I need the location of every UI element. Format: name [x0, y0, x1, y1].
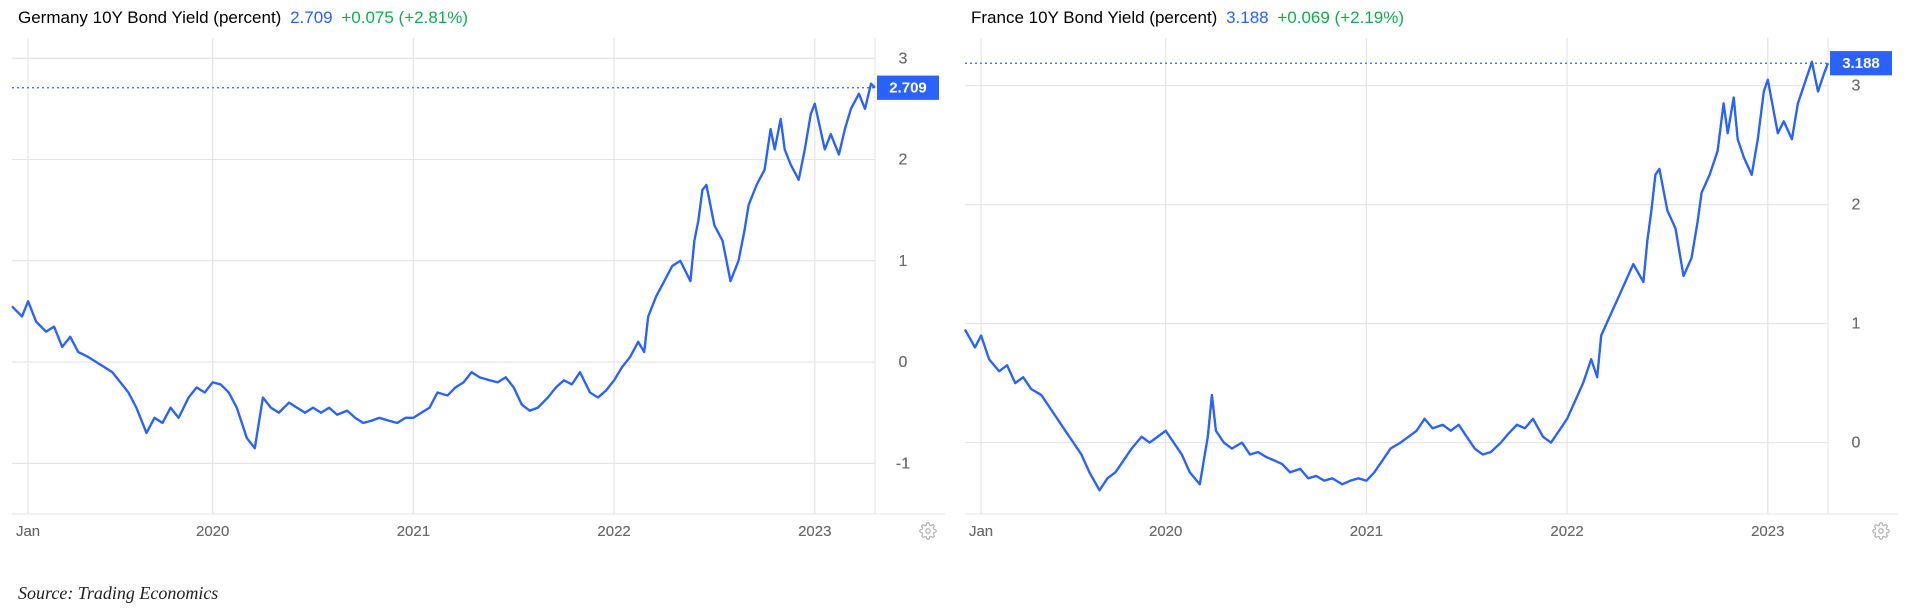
svg-text:2: 2 — [1852, 197, 1861, 214]
svg-text:Jan: Jan — [969, 523, 993, 540]
change-value: +0.075 (+2.81%) — [341, 8, 468, 27]
chart-svg-germany: -10123Jan20202021202220232.709-10123Jan2… — [8, 34, 945, 544]
source-attribution: Source: Trading Economics — [18, 583, 218, 604]
svg-text:2.709: 2.709 — [889, 80, 927, 97]
svg-text:2021: 2021 — [1350, 523, 1383, 540]
svg-text:2022: 2022 — [1550, 523, 1583, 540]
svg-text:3: 3 — [1852, 78, 1861, 95]
gear-icon[interactable] — [1870, 520, 1892, 542]
svg-text:2020: 2020 — [196, 523, 229, 540]
svg-text:2023: 2023 — [798, 523, 831, 540]
svg-text:Jan: Jan — [16, 523, 40, 540]
plot-france[interactable]: 0123Jan20202021202220233.1880123Jan20202… — [961, 34, 1898, 544]
title-text: Germany 10Y Bond Yield (percent) — [18, 8, 281, 27]
chart-panels: Germany 10Y Bond Yield (percent) 2.709 +… — [0, 0, 1906, 560]
panel-germany: Germany 10Y Bond Yield (percent) 2.709 +… — [0, 0, 953, 560]
title-text: France 10Y Bond Yield (percent) — [971, 8, 1217, 27]
svg-text:2021: 2021 — [397, 523, 430, 540]
svg-text:1: 1 — [899, 253, 908, 270]
svg-text:2020: 2020 — [1149, 523, 1182, 540]
svg-text:0: 0 — [1852, 435, 1861, 452]
chart-svg-france: 0123Jan20202021202220233.1880123Jan20202… — [961, 34, 1898, 544]
svg-text:3: 3 — [899, 50, 908, 67]
svg-text:1: 1 — [1852, 316, 1861, 333]
svg-text:0: 0 — [899, 354, 908, 371]
panel-france: France 10Y Bond Yield (percent) 3.188 +0… — [953, 0, 1906, 560]
svg-text:2: 2 — [899, 152, 908, 169]
svg-text:3.188: 3.188 — [1842, 55, 1880, 72]
svg-text:-1: -1 — [896, 455, 910, 472]
panel-title-germany: Germany 10Y Bond Yield (percent) 2.709 +… — [8, 8, 945, 34]
current-value: 2.709 — [290, 8, 333, 27]
gear-icon[interactable] — [917, 520, 939, 542]
plot-germany[interactable]: -10123Jan20202021202220232.709-10123Jan2… — [8, 34, 945, 544]
svg-text:2022: 2022 — [597, 523, 630, 540]
change-value: +0.069 (+2.19%) — [1277, 8, 1404, 27]
current-value: 3.188 — [1226, 8, 1269, 27]
svg-text:2023: 2023 — [1751, 523, 1784, 540]
panel-title-france: France 10Y Bond Yield (percent) 3.188 +0… — [961, 8, 1898, 34]
